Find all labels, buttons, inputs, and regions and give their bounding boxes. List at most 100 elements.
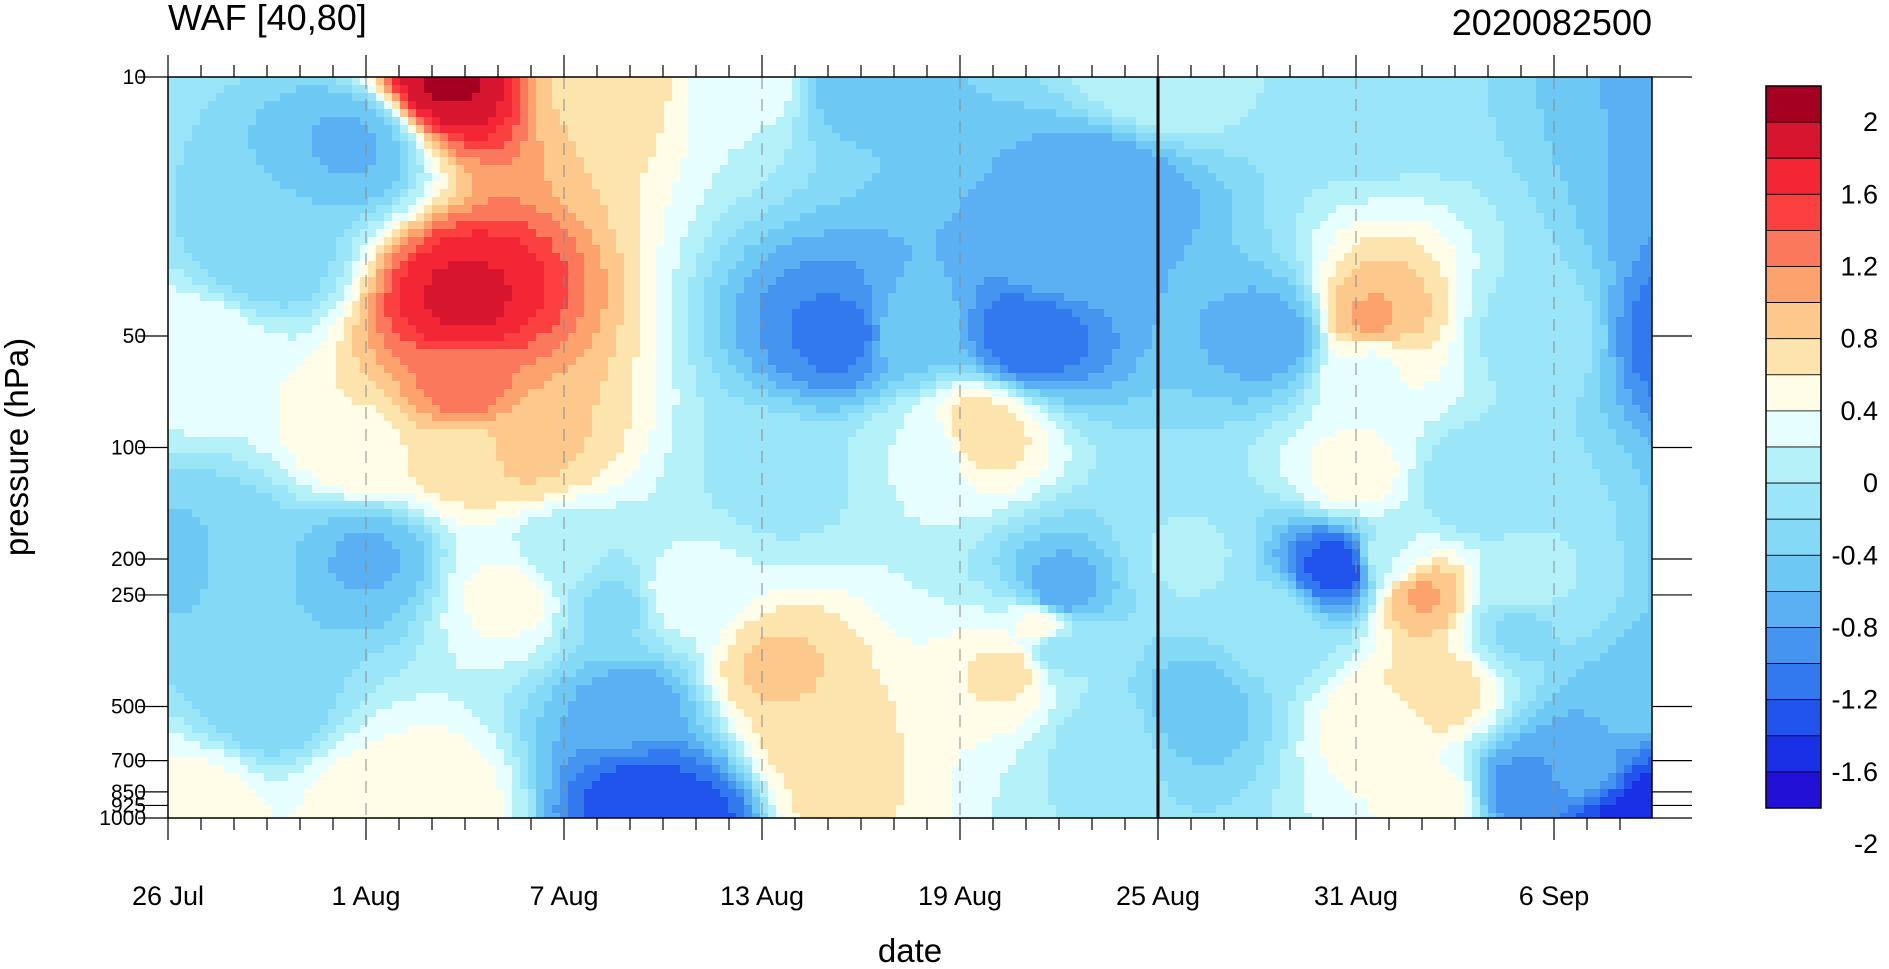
- heatmap-cell: [1520, 221, 1529, 230]
- heatmap-cell: [168, 181, 177, 190]
- heatmap-cell: [576, 77, 585, 86]
- heatmap-cell: [1376, 101, 1385, 110]
- heatmap-cell: [528, 125, 537, 134]
- heatmap-cell: [1288, 117, 1297, 126]
- heatmap-cell: [920, 245, 929, 254]
- heatmap-cell: [1152, 253, 1161, 262]
- heatmap-cell: [1648, 197, 1652, 206]
- heatmap-cell: [1368, 85, 1377, 94]
- heatmap-cell: [1024, 221, 1033, 230]
- heatmap-cell: [968, 269, 977, 278]
- heatmap-cell: [928, 245, 937, 254]
- heatmap-cell: [1000, 133, 1009, 142]
- heatmap-cell: [952, 237, 961, 246]
- heatmap-cell: [1136, 117, 1145, 126]
- heatmap-cell: [520, 173, 529, 182]
- heatmap-cell: [1496, 117, 1505, 126]
- heatmap-cell: [1360, 165, 1369, 174]
- heatmap-cell: [1104, 85, 1113, 94]
- heatmap-cell: [1544, 101, 1553, 110]
- heatmap-cell: [736, 253, 745, 262]
- heatmap-cell: [1312, 101, 1321, 110]
- heatmap-cell: [1312, 189, 1321, 198]
- heatmap-cell: [928, 285, 937, 294]
- heatmap-cell: [328, 269, 337, 278]
- heatmap-cell: [264, 213, 273, 222]
- heatmap-cell: [808, 181, 817, 190]
- heatmap-cell: [632, 77, 641, 86]
- heatmap-cell: [1408, 277, 1417, 286]
- heatmap-cell: [1544, 277, 1553, 286]
- heatmap-cell: [1200, 221, 1209, 230]
- heatmap-cell: [880, 125, 889, 134]
- heatmap-cell: [1080, 101, 1089, 110]
- heatmap-cell: [192, 133, 201, 142]
- heatmap-cell: [1456, 253, 1465, 262]
- heatmap-cell: [1088, 133, 1097, 142]
- heatmap-cell: [168, 77, 177, 86]
- heatmap-cell: [1384, 141, 1393, 150]
- heatmap-cell: [1056, 165, 1065, 174]
- heatmap-cell: [1560, 189, 1569, 198]
- heatmap-cell: [1488, 269, 1497, 278]
- heatmap-cell: [1528, 109, 1537, 118]
- heatmap-cell: [840, 109, 849, 118]
- heatmap-cell: [1024, 101, 1033, 110]
- heatmap-cell: [1232, 261, 1241, 270]
- heatmap-cell: [1112, 253, 1121, 262]
- heatmap-cell: [1392, 77, 1401, 86]
- heatmap-cell: [1048, 261, 1057, 270]
- heatmap-cell: [360, 197, 369, 206]
- heatmap-cell: [1288, 157, 1297, 166]
- heatmap-cell: [1056, 173, 1065, 182]
- heatmap-cell: [1000, 237, 1009, 246]
- heatmap-cell: [1512, 109, 1521, 118]
- heatmap-cell: [896, 165, 905, 174]
- heatmap-cell: [1048, 149, 1057, 158]
- heatmap-cell: [1648, 93, 1652, 102]
- heatmap-cell: [224, 237, 233, 246]
- heatmap-cell: [608, 285, 617, 294]
- heatmap-cell: [760, 165, 769, 174]
- heatmap-cell: [952, 85, 961, 94]
- heatmap-cell: [1096, 181, 1105, 190]
- heatmap-cell: [1160, 93, 1169, 102]
- heatmap-cell: [520, 237, 529, 246]
- heatmap-cell: [1120, 205, 1129, 214]
- heatmap-cell: [1088, 149, 1097, 158]
- heatmap-cell: [1320, 213, 1329, 222]
- heatmap-cell: [1024, 189, 1033, 198]
- heatmap-cell: [368, 181, 377, 190]
- heatmap-cell: [984, 197, 993, 206]
- heatmap-cell: [928, 165, 937, 174]
- heatmap-cell: [1312, 285, 1321, 294]
- heatmap-cell: [736, 117, 745, 126]
- heatmap-cell: [1552, 229, 1561, 238]
- heatmap-cell: [1576, 125, 1585, 134]
- heatmap-cell: [984, 229, 993, 238]
- heatmap-cell: [928, 221, 937, 230]
- heatmap-cell: [512, 181, 521, 190]
- heatmap-cell: [1288, 77, 1297, 86]
- heatmap-cell: [752, 149, 761, 158]
- heatmap-cell: [840, 157, 849, 166]
- heatmap-cell: [1600, 245, 1609, 254]
- heatmap-cell: [1624, 101, 1633, 110]
- heatmap-cell: [720, 261, 729, 270]
- heatmap-cell: [1224, 85, 1233, 94]
- heatmap-cell: [976, 165, 985, 174]
- heatmap-cell: [280, 229, 289, 238]
- heatmap-cell: [1512, 181, 1521, 190]
- heatmap-cell: [1576, 181, 1585, 190]
- heatmap-cell: [1440, 109, 1449, 118]
- heatmap-cell: [1584, 85, 1593, 94]
- heatmap-cell: [1200, 245, 1209, 254]
- heatmap-cell: [1152, 165, 1161, 174]
- heatmap-cell: [944, 269, 953, 278]
- heatmap-cell: [1640, 197, 1649, 206]
- heatmap-cell: [960, 261, 969, 270]
- heatmap-cell: [432, 117, 441, 126]
- heatmap-cell: [1232, 165, 1241, 174]
- heatmap-cell: [984, 277, 993, 286]
- heatmap-cell: [800, 93, 809, 102]
